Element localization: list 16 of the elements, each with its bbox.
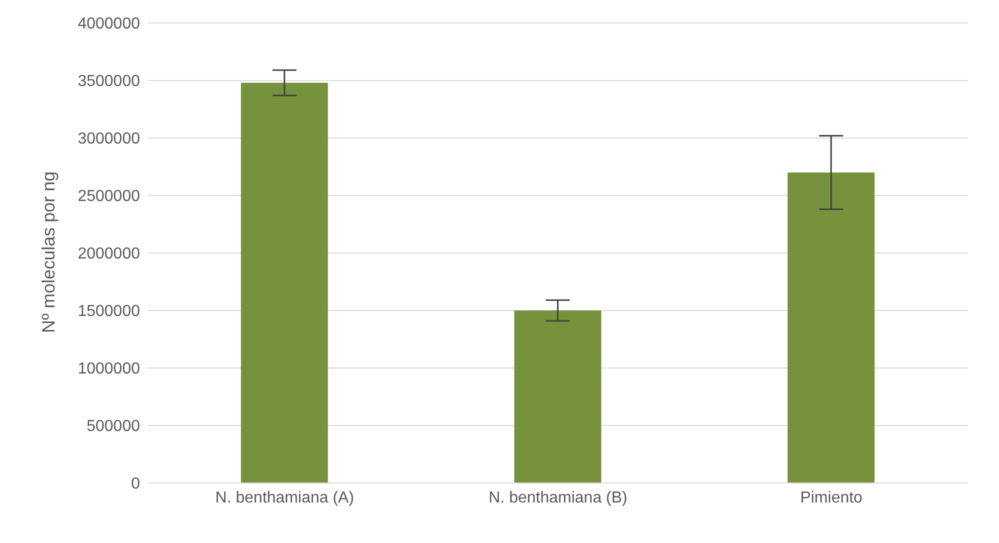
y-axis-title: Nº moleculas por ng	[38, 171, 58, 333]
x-tick-label: N. benthamiana (A)	[215, 489, 354, 506]
y-tick-label: 3500000	[78, 73, 140, 90]
y-tick-label: 4000000	[78, 16, 140, 33]
y-tick-label: 1500000	[78, 303, 140, 320]
bar	[788, 172, 875, 483]
y-tick-label: 1000000	[78, 360, 140, 378]
y-tick-label: 2000000	[78, 246, 140, 263]
x-tick-label: N. benthamiana (B)	[488, 489, 628, 506]
y-tick-label: 3000000	[78, 130, 140, 148]
y-tick-label: 2500000	[78, 188, 140, 206]
x-tick-label: Pimiento	[800, 489, 863, 506]
bar	[514, 310, 602, 483]
bar	[240, 82, 328, 483]
y-tick-label: 0	[131, 476, 140, 493]
y-tick-label: 500000	[86, 418, 140, 436]
